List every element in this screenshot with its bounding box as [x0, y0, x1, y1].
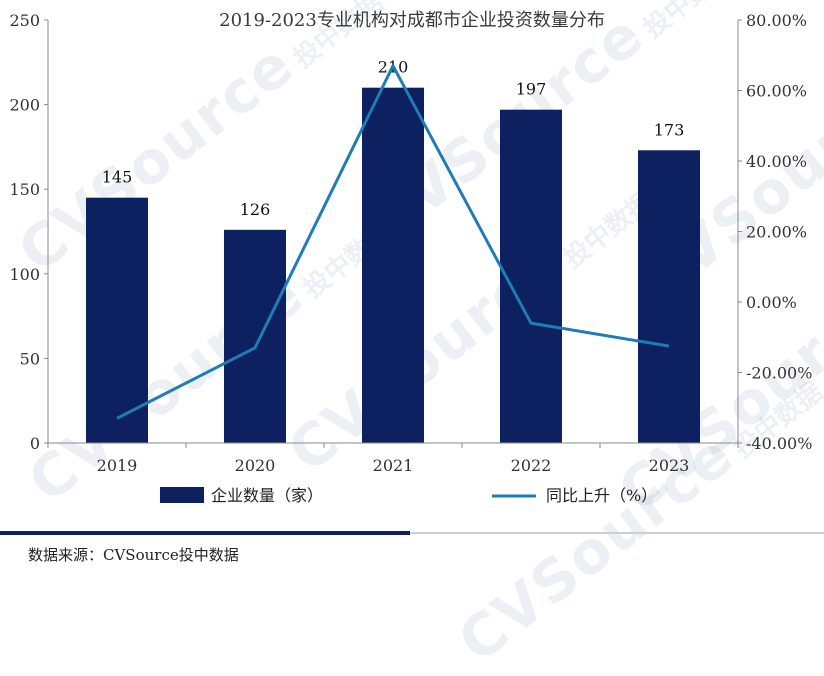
footer-accent-bar: [0, 531, 410, 535]
bar: [224, 230, 286, 443]
y-left-tick-label: 50: [20, 349, 40, 368]
chart: 2019-2023专业机构对成都市企业投资数量分布 0 50 100 150 200 25…: [0, 0, 824, 579]
bar: [362, 88, 424, 443]
legend-line-label: 同比上升（%）: [546, 486, 657, 505]
x-axis: 2019 2020 2021 2022 2023: [48, 443, 738, 475]
bars-group: [86, 88, 700, 443]
chart-title: 2019-2023专业机构对成都市企业投资数量分布: [219, 10, 605, 31]
x-tick-label: 2021: [373, 456, 414, 475]
bar-data-label: 197: [516, 80, 547, 99]
bar-data-label: 126: [240, 200, 271, 219]
y-right-tick-label: -20.00%: [746, 364, 812, 383]
x-tick-label: 2023: [649, 456, 690, 475]
x-tick-label: 2019: [97, 456, 138, 475]
y-left-tick-label: 200: [9, 96, 40, 115]
y-left-tick-label: 250: [9, 11, 40, 30]
legend-bar-label: 企业数量（家）: [211, 486, 323, 505]
y-left-tick-label: 100: [9, 265, 40, 284]
bar-data-label: 173: [654, 120, 685, 139]
y-right-tick-label: -40.00%: [746, 434, 812, 453]
y-right-tick-label: 80.00%: [746, 11, 807, 30]
legend: 企业数量（家） 同比上升（%）: [160, 486, 657, 505]
source-note: 数据来源：CVSource投中数据: [28, 544, 239, 565]
bar-data-label: 145: [102, 168, 133, 187]
bar: [638, 150, 700, 443]
x-tick-label: 2022: [511, 456, 552, 475]
bar: [500, 110, 562, 443]
x-tick-label: 2020: [235, 456, 276, 475]
y-right-tick-label: 20.00%: [746, 223, 807, 242]
footer-rule: [410, 532, 824, 534]
y-left-tick-label: 150: [9, 180, 40, 199]
y-left-tick-label: 0: [30, 434, 40, 453]
legend-bar-swatch: [160, 487, 204, 503]
y-right-axis: -40.00% -20.00% 0.00% 20.00% 40.00% 60.00% 80.…: [738, 11, 812, 453]
y-right-tick-label: 60.00%: [746, 82, 807, 101]
y-right-tick-label: 40.00%: [746, 152, 807, 171]
y-right-tick-label: 0.00%: [746, 293, 797, 312]
y-left-axis: 0 50 100 150 200 250: [9, 11, 48, 453]
